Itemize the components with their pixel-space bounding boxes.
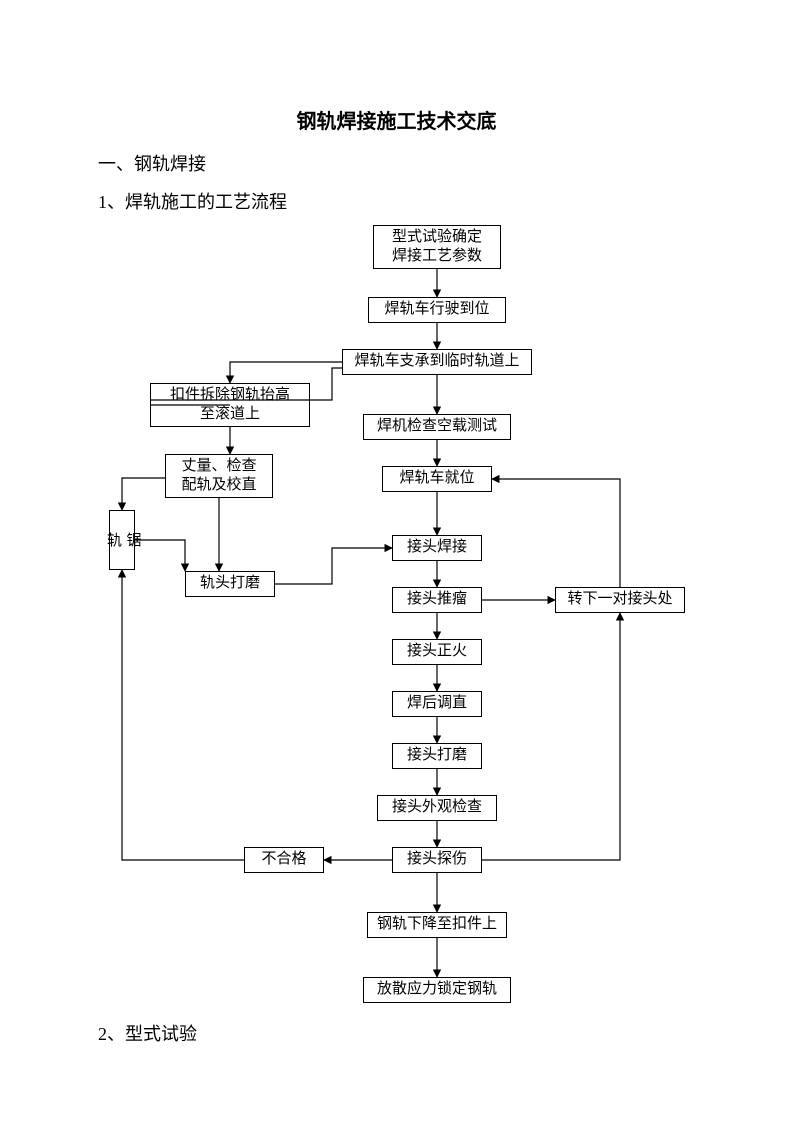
flow-node-next-joint: 转下一对接头处: [555, 587, 685, 613]
flow-node-straighten: 焊后调直: [392, 691, 482, 717]
section-heading-1-1: 1、焊轨施工的工艺流程: [98, 188, 398, 212]
flow-node-type-test: 型式试验确定 焊接工艺参数: [373, 225, 501, 269]
flow-node-fail: 不合格: [244, 847, 324, 873]
flow-node-measure-check: 丈量、检查 配轨及校直: [165, 454, 273, 498]
flow-node-head-grind: 轨头打磨: [185, 571, 275, 597]
flow-node-push: 接头推瘤: [392, 587, 482, 613]
page-title: 钢轨焊接施工技术交底: [0, 105, 793, 131]
flow-node-car-position: 焊轨车就位: [382, 466, 492, 492]
flow-node-visual-check: 接头外观检查: [377, 795, 497, 821]
flow-node-remove-fastener: 扣件拆除钢轨抬高 至滚道上: [150, 383, 310, 427]
flow-node-normalize: 接头正火: [392, 639, 482, 665]
flow-node-lock-rail: 放散应力锁定钢轨: [363, 977, 511, 1003]
flow-node-noload-test: 焊机检查空载测试: [363, 414, 511, 440]
flow-node-saw-rail: 锯 轨: [109, 510, 135, 570]
section-heading-1: 一、钢轨焊接: [98, 150, 398, 174]
flow-node-car-support: 焊轨车支承到临时轨道上: [342, 349, 532, 375]
flow-node-joint-weld: 接头焊接: [392, 535, 482, 561]
flow-node-lower-rail: 钢轨下降至扣件上: [367, 912, 507, 938]
flow-node-joint-grind: 接头打磨: [392, 743, 482, 769]
flow-node-flaw-detect: 接头探伤: [392, 847, 482, 873]
page: 钢轨焊接施工技术交底 一、钢轨焊接 1、焊轨施工的工艺流程 2、型式试验 型式试…: [0, 0, 793, 1122]
section-heading-1-2: 2、型式试验: [98, 1020, 398, 1044]
flow-node-car-arrive: 焊轨车行驶到位: [368, 297, 506, 323]
